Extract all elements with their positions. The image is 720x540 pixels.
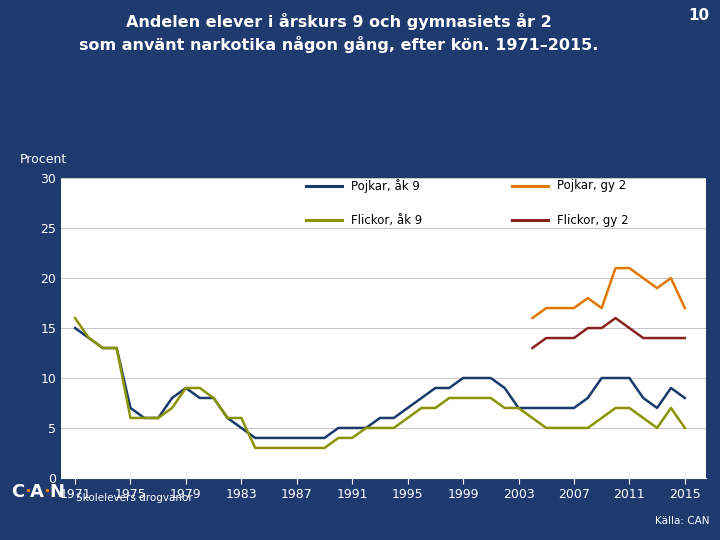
Text: A: A [30, 483, 44, 501]
Text: Andelen elever i årskurs 9 och gymnasiets år 2
som använt narkotika någon gång, : Andelen elever i årskurs 9 och gymnasiet… [78, 14, 598, 53]
Text: Källa: CAN: Källa: CAN [654, 516, 709, 526]
Text: Pojkar, åk 9: Pojkar, åk 9 [351, 179, 420, 193]
Text: Skolelevers drogvanor: Skolelevers drogvanor [76, 493, 192, 503]
Text: Pojkar, gy 2: Pojkar, gy 2 [557, 179, 626, 192]
Text: N: N [50, 483, 65, 501]
Text: C: C [11, 483, 24, 501]
Text: Flickor, åk 9: Flickor, åk 9 [351, 214, 423, 227]
Text: Flickor, gy 2: Flickor, gy 2 [557, 214, 629, 227]
Text: ·: · [24, 483, 31, 501]
Text: 10: 10 [688, 8, 709, 23]
Text: Procent: Procent [19, 153, 66, 166]
Text: ·: · [43, 483, 50, 501]
